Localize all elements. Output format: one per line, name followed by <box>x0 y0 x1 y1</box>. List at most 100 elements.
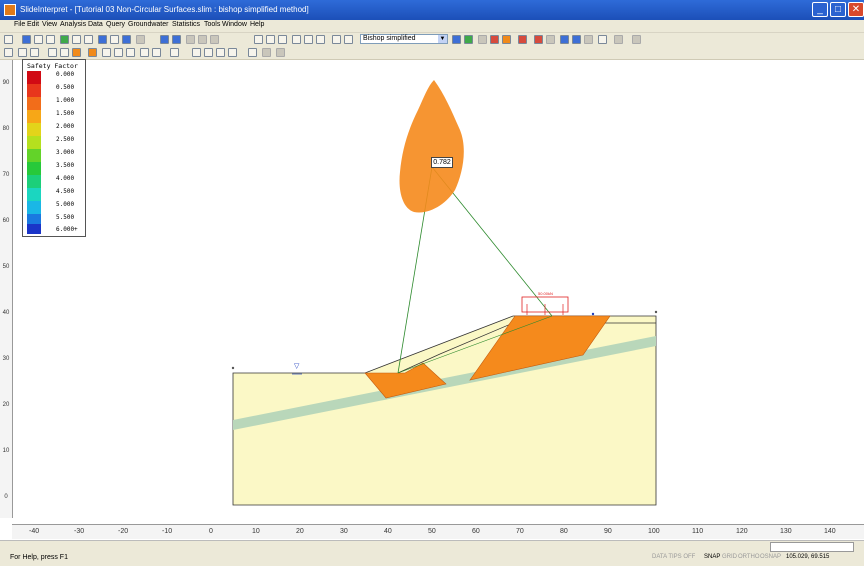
model-canvas[interactable]: 50.00kN ▽ <box>0 0 864 540</box>
drawing-toolbar <box>0 46 864 60</box>
scatter-icon[interactable] <box>122 35 131 44</box>
menu-query[interactable]: Query <box>106 21 126 28</box>
safety-factor-label[interactable]: 0.782 <box>431 157 453 168</box>
arc-icon[interactable] <box>204 48 213 57</box>
load-label: 50.00kN <box>538 291 553 296</box>
layout-icon[interactable] <box>18 48 27 57</box>
text-box-icon[interactable] <box>126 48 135 57</box>
arrow-icon[interactable] <box>60 48 69 57</box>
menu-analysis[interactable]: Analysis <box>60 21 87 28</box>
ortho-toggle[interactable]: ORTHO <box>738 554 760 560</box>
status-progress-box <box>770 542 854 552</box>
menu-view[interactable]: View <box>42 21 58 28</box>
pin-icon[interactable] <box>248 48 257 57</box>
contours-icon[interactable] <box>534 35 543 44</box>
grid-icon[interactable] <box>160 35 169 44</box>
safety-maps-icon[interactable] <box>518 35 527 44</box>
chart-icon[interactable] <box>98 35 107 44</box>
minimize-button[interactable]: _ <box>812 2 828 17</box>
minimum-surface-icon[interactable] <box>464 35 473 44</box>
undo-icon[interactable] <box>186 35 195 44</box>
slip-mass-upper[interactable] <box>469 315 611 381</box>
table-icon[interactable] <box>172 35 181 44</box>
menu-edit[interactable]: Edit <box>27 21 40 28</box>
data-tips-toggle[interactable]: DATA TIPS OFF <box>652 554 696 560</box>
osnap-toggle[interactable]: OSNAP <box>760 554 782 560</box>
angle-icon[interactable] <box>114 48 123 57</box>
annotate-icon[interactable] <box>88 48 97 57</box>
rectangle-icon[interactable] <box>140 48 149 57</box>
zoom-out-icon[interactable] <box>266 35 275 44</box>
ellipse-icon[interactable] <box>152 48 161 57</box>
slip-center-cloud[interactable] <box>399 80 464 213</box>
tag-icon[interactable] <box>216 48 225 57</box>
pore-pressure-icon[interactable] <box>572 35 581 44</box>
export-icon[interactable] <box>60 35 69 44</box>
legend-label: 3.000 <box>56 149 75 156</box>
redo-icon[interactable] <box>198 35 207 44</box>
zoom-previous-icon[interactable] <box>316 35 325 44</box>
menu-help[interactable]: Help <box>250 21 265 28</box>
note-icon[interactable] <box>228 48 237 57</box>
highlight-icon[interactable] <box>72 48 81 57</box>
fill-icon[interactable] <box>192 48 201 57</box>
menu-tools[interactable]: Tools <box>204 21 221 28</box>
print-preview-icon[interactable] <box>34 35 43 44</box>
legend-toggle-icon[interactable] <box>598 35 607 44</box>
chevron-down-icon[interactable]: ▼ <box>438 35 447 43</box>
info-icon[interactable] <box>136 35 145 44</box>
polyline-icon[interactable] <box>170 48 179 57</box>
x-tick-label: 20 <box>296 528 304 535</box>
properties-icon[interactable] <box>30 48 39 57</box>
new-file-icon[interactable] <box>4 35 13 44</box>
menu-statistics[interactable]: Statistics <box>172 21 201 28</box>
delete-icon[interactable] <box>262 48 271 57</box>
maximize-button[interactable]: □ <box>830 2 846 17</box>
select-icon[interactable] <box>4 48 13 57</box>
zoom-window-icon[interactable] <box>278 35 287 44</box>
pan-icon[interactable] <box>210 35 219 44</box>
edit-icon[interactable] <box>276 48 285 57</box>
legend-swatch <box>27 136 41 149</box>
filter-surfaces-icon[interactable] <box>478 35 487 44</box>
menu-data[interactable]: Data <box>88 21 103 28</box>
snap-toggle[interactable]: SNAP <box>704 554 721 560</box>
zoom-all-icon[interactable] <box>304 35 313 44</box>
histogram-icon[interactable] <box>110 35 119 44</box>
legend-swatch <box>27 224 41 234</box>
paste-icon[interactable] <box>84 35 93 44</box>
safety-factor-legend[interactable]: Safety Factor 0.000 0.500 1.000 1.500 2.… <box>22 59 86 237</box>
query-slice-icon[interactable] <box>502 35 511 44</box>
menu-file[interactable]: File <box>14 21 26 28</box>
probability-icon[interactable] <box>546 35 555 44</box>
water-table-icon[interactable] <box>560 35 569 44</box>
vertex-marker <box>231 366 235 370</box>
legend-label: 3.500 <box>56 162 75 169</box>
legend-label: 5.500 <box>56 214 75 221</box>
arrow-right-icon[interactable] <box>584 35 593 44</box>
grid-toggle[interactable]: GRID <box>722 554 737 560</box>
copy-icon[interactable] <box>72 35 81 44</box>
dimension-icon[interactable] <box>102 48 111 57</box>
x-tick-label: 130 <box>780 528 792 535</box>
zoom-in-icon[interactable] <box>254 35 263 44</box>
analysis-method-select[interactable]: Bishop simplified ▼ <box>360 34 448 44</box>
save-icon[interactable] <box>22 35 31 44</box>
line-icon[interactable] <box>48 48 57 57</box>
display-options-icon[interactable] <box>452 35 461 44</box>
x-tick-label: -20 <box>118 528 129 535</box>
menu-groundwater[interactable]: Groundwater <box>128 21 169 28</box>
legend-swatch <box>27 175 41 188</box>
menu-window[interactable]: Window <box>222 21 247 28</box>
print-icon[interactable] <box>46 35 55 44</box>
pencil-icon[interactable] <box>614 35 623 44</box>
erase-icon[interactable] <box>632 35 641 44</box>
vertical-ruler: 90 80 70 60 50 40 30 20 10 0 <box>0 60 13 518</box>
show-slices-icon[interactable] <box>490 35 499 44</box>
x-tick-label: 90 <box>604 528 612 535</box>
x-tick-label: 70 <box>516 528 524 535</box>
zoom-limits-icon[interactable] <box>344 35 353 44</box>
zoom-extents-icon[interactable] <box>292 35 301 44</box>
main-toolbar: Bishop simplified ▼ <box>0 33 864 47</box>
zoom-slope-icon[interactable] <box>332 35 341 44</box>
